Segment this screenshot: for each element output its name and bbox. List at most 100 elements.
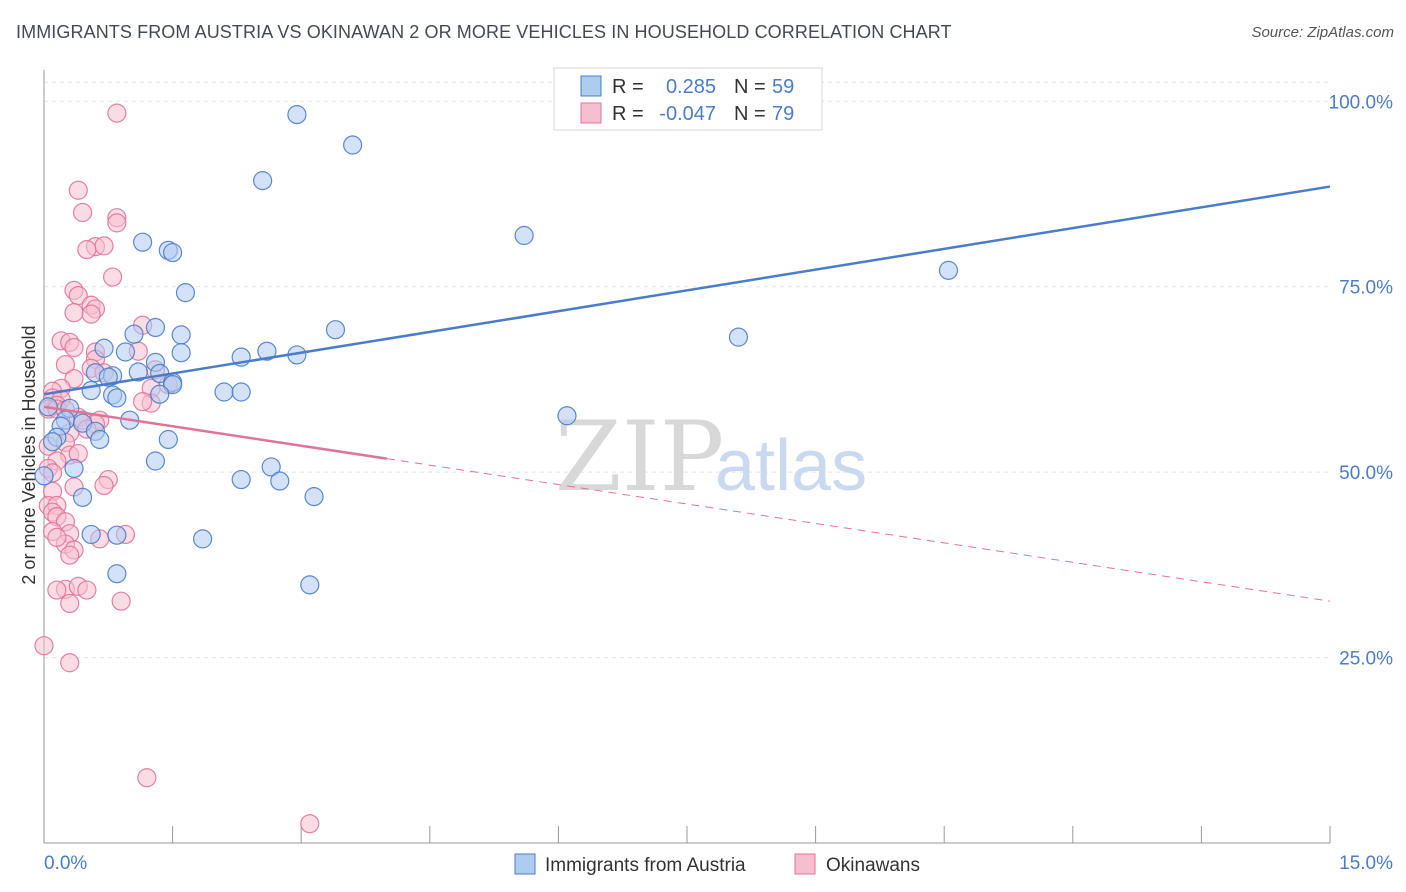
austria-point (175, 283, 196, 303)
austria-point (81, 380, 101, 401)
legend-n-label-austria: N = (734, 76, 766, 98)
austria-point (257, 341, 277, 361)
okinawan-point (60, 593, 80, 614)
okinawan-point (55, 354, 76, 375)
y-tick-label: 75.0% (1339, 278, 1393, 299)
axes (43, 70, 1331, 844)
okinawan-point (94, 236, 114, 256)
austria-point (115, 342, 136, 362)
bottom-legend-swatch-austria (514, 853, 536, 875)
austria-point (287, 105, 307, 125)
legend-swatch-austria (580, 75, 602, 97)
austria-point (938, 260, 959, 280)
stats-legend: R = 0.285 N = 59 R = -0.047 N = 79 (553, 67, 823, 131)
trend-line-okinawan-solid (43, 405, 388, 460)
bottom-legend-swatch-okinawan (794, 853, 816, 875)
okinawan-point (81, 304, 101, 324)
okinawan-point (47, 580, 67, 600)
austria-point (107, 564, 127, 584)
austria-point (64, 458, 84, 479)
okinawan-point (47, 527, 67, 548)
bottom-legend-label-okinawan: Okinawans (826, 855, 920, 876)
legend-swatch-okinawan (580, 102, 602, 124)
y-tick-labels: 25.0% 50.0% 75.0% 100.0% (1329, 92, 1394, 669)
legend-n-value-okinawan: 79 (772, 103, 794, 125)
x-tick-label: 15.0% (1339, 853, 1393, 874)
okinawan-point (77, 240, 97, 260)
austria-point (261, 457, 281, 477)
okinawan-point (132, 392, 153, 412)
austria-point (304, 487, 324, 507)
austria-point (72, 487, 93, 507)
austria-point (343, 135, 363, 155)
austria-point (145, 451, 166, 471)
okinawan-point (72, 202, 93, 223)
watermark-atlas: atlas (715, 426, 867, 506)
austria-point (98, 367, 118, 387)
okinawan-point (64, 337, 84, 358)
okinawan-point (64, 303, 84, 323)
okinawan-point (107, 103, 127, 123)
austria-point (253, 171, 273, 191)
austria-point (42, 432, 63, 452)
austria-point (557, 406, 577, 426)
austria-point (231, 382, 251, 402)
trend-line-austria (43, 185, 1331, 396)
trend-line-okinawan-dashed (386, 458, 1331, 602)
austria-point (193, 529, 213, 549)
austria-point (132, 232, 153, 252)
austria-point (231, 469, 251, 490)
okinawan-point (60, 653, 80, 673)
watermark: ZIP atlas (555, 401, 867, 513)
source-label: Source: ZipAtlas.com (1251, 24, 1394, 41)
okinawan-point (107, 213, 127, 233)
austria-point (171, 343, 191, 363)
austria-point (300, 575, 320, 595)
legend-n-label-okinawan: N = (734, 103, 766, 125)
austria-point (94, 338, 114, 358)
austria-point (163, 242, 183, 263)
y-tick-label: 100.0% (1329, 92, 1394, 113)
y-tick-label: 25.0% (1339, 649, 1393, 670)
chart-title: IMMIGRANTS FROM AUSTRIA VS OKINAWAN 2 OR… (16, 22, 952, 42)
okinawan-point (137, 768, 157, 788)
austria-point (124, 324, 144, 344)
austria-point (34, 466, 54, 486)
legend-r-value-okinawan: -0.047 (659, 103, 716, 125)
x-tick-labels: 0.0% 15.0% (44, 853, 1393, 874)
okinawan-point (300, 814, 320, 834)
okinawan-point (60, 545, 80, 565)
okinawan-point (111, 591, 131, 611)
y-axis-label: 2 or more Vehicles in Household (19, 325, 39, 584)
legend-n-value-austria: 59 (772, 76, 794, 98)
austria-point (145, 317, 166, 338)
austria-point (270, 471, 290, 491)
okinawan-point (77, 580, 97, 600)
okinawan-point (68, 180, 88, 200)
austria-point (325, 320, 346, 340)
grid (44, 81, 1330, 659)
austria-point (81, 524, 101, 545)
austria-point (171, 325, 191, 345)
austria-point (728, 327, 749, 347)
austria-point (158, 429, 178, 450)
trend-lines (43, 185, 1331, 602)
x-tick-label: 0.0% (44, 853, 87, 874)
okinawan-point (94, 475, 114, 496)
austria-point (128, 362, 148, 382)
austria-point (150, 384, 170, 404)
series-legend: Immigrants from Austria Okinawans (514, 853, 920, 876)
austria-point (90, 429, 110, 450)
okinawan-point (64, 369, 84, 389)
legend-r-value-austria: 0.285 (666, 76, 716, 98)
austria-point (107, 388, 127, 408)
okinawan-point (102, 267, 123, 287)
bottom-legend-label-austria: Immigrants from Austria (545, 855, 746, 876)
austria-point (107, 525, 127, 545)
austria-point (514, 225, 534, 246)
austria-point (214, 382, 234, 402)
austria-point (163, 375, 183, 395)
y-tick-label: 50.0% (1339, 463, 1393, 484)
legend-r-label-austria: R = (612, 76, 644, 98)
